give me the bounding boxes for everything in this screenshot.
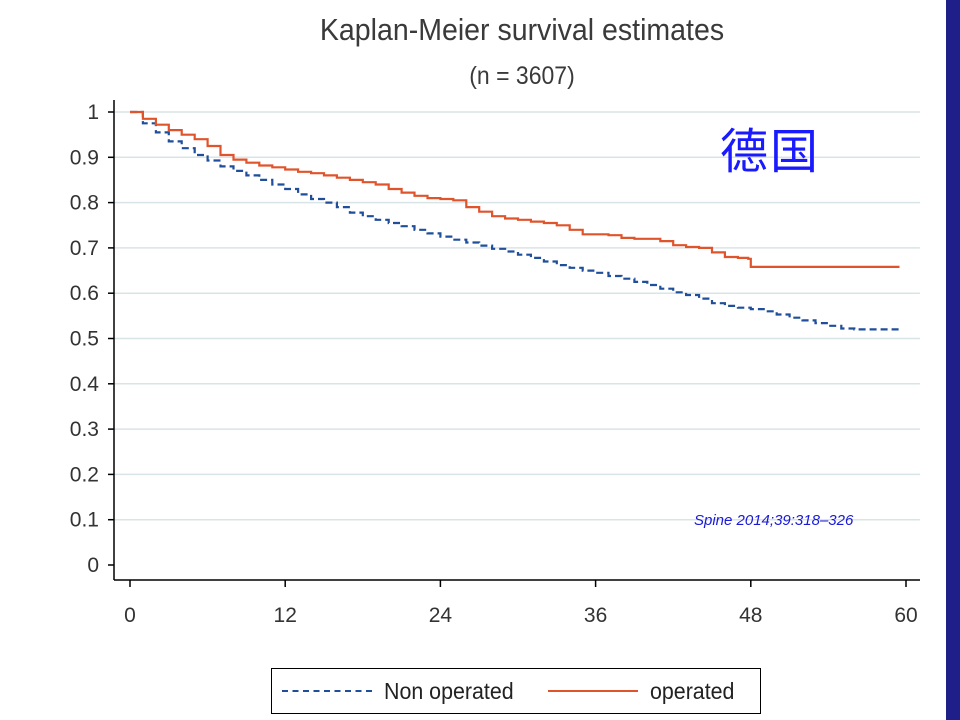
legend-item-non-operated: Non operated [282,669,523,713]
legend-label-operated: operated [650,677,735,704]
country-annotation: 德国 [720,124,821,180]
y-tick-label: 0 [87,554,99,577]
tick-labels: 0 0.1 0.2 0.3 0.4 0.5 0.6 0.7 0.8 0.9 1 0 12 24 36 48 60 [70,101,918,627]
chart-subtitle: (n = 3607) [469,62,575,90]
y-tick-label: 0.5 [70,328,99,351]
x-tick-label: 0 [124,604,136,627]
y-tick-label: 0.3 [70,418,99,441]
y-tick-label: 0.4 [70,373,100,396]
x-tick-label: 48 [739,604,762,627]
y-tick-label: 1 [87,101,99,124]
legend-label-non-operated: Non operated [384,677,514,704]
series-line-operated [130,110,900,268]
y-tick-label: 0.6 [70,282,99,305]
y-tick-label: 0.2 [70,463,99,486]
series-line-non-operated [130,110,900,331]
citation-annotation: Spine 2014;39:318–326 [694,512,854,529]
chart-title: Kaplan-Meier survival estimates [319,12,725,47]
legend: Non operated operated [271,668,761,714]
series-lines [130,110,900,331]
legend-item-operated: operated [548,669,741,713]
y-tick-label: 0.8 [70,192,99,215]
x-tick-label: 12 [274,604,297,627]
grid-lines [114,111,920,521]
y-tick-label: 0.1 [70,509,99,532]
survival-chart: 0 0.1 0.2 0.3 0.4 0.5 0.6 0.7 0.8 0.9 1 0 12 24 36 48 60 [70,100,920,627]
legend-swatch-non-operated [282,690,372,692]
x-tick-label: 36 [584,604,607,627]
x-tick-label: 60 [894,604,917,627]
slide-edge-bar [946,0,960,720]
y-tick-label: 0.7 [70,237,99,260]
x-tick-label: 24 [429,604,453,627]
axes [108,100,920,587]
y-tick-label: 0.9 [70,146,99,169]
legend-swatch-operated [548,690,638,692]
